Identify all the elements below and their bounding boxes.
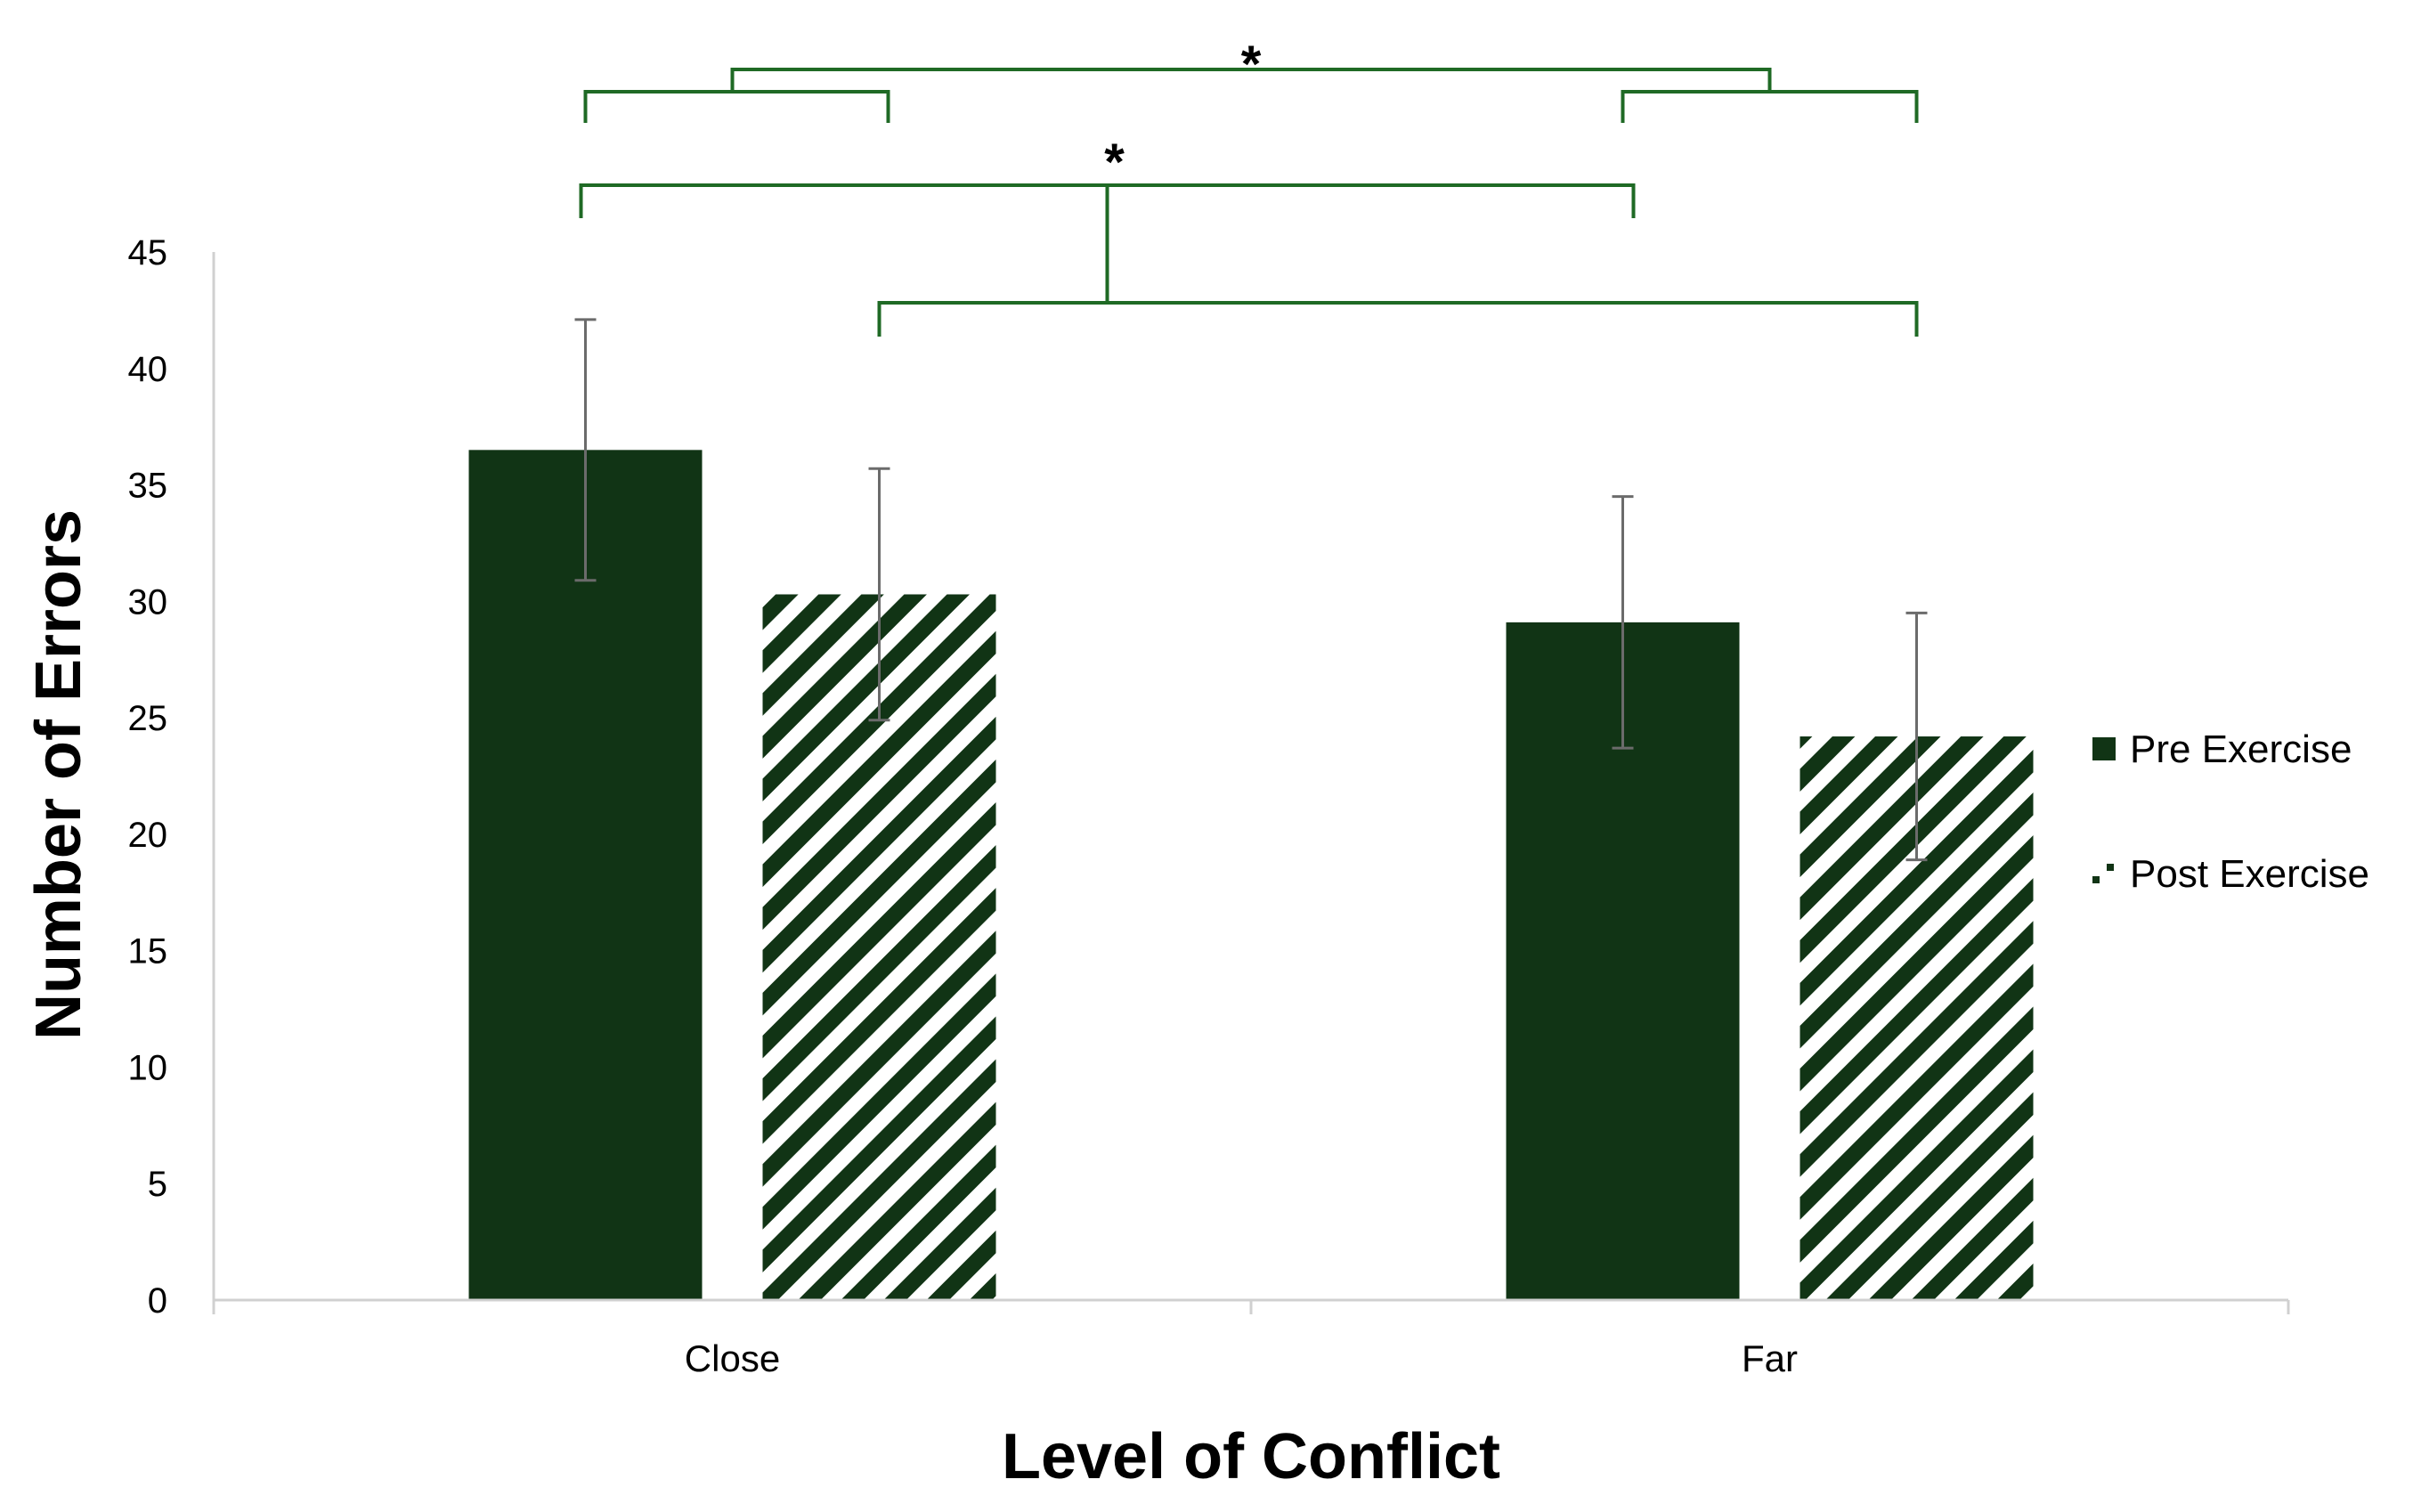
y-tick-label-10: 10 <box>128 1048 168 1087</box>
legend-swatch-post-stripe-2 <box>2107 864 2114 871</box>
legend-label-post: Post Exercise <box>2130 852 2369 896</box>
y-tick-label-5: 5 <box>148 1165 167 1204</box>
y-tick-label-25: 25 <box>128 699 168 738</box>
bracket-far-group <box>1621 90 1919 123</box>
y-tick-label-40: 40 <box>128 350 168 389</box>
y-axis-title: Number of Errors <box>23 509 94 1040</box>
y-tick-label-20: 20 <box>128 816 168 855</box>
legend-swatch-post-stripe-1 <box>2092 876 2100 883</box>
y-tick-label-45: 45 <box>128 233 168 272</box>
x-category-label-close: Close <box>685 1337 780 1379</box>
y-tick-label-15: 15 <box>128 932 168 971</box>
y-tick-label-0: 0 <box>148 1281 167 1321</box>
x-axis-title: Level of Conflict <box>1002 1421 1500 1492</box>
legend-swatch-pre <box>2092 737 2116 760</box>
legend-swatch-post <box>2092 862 2116 885</box>
bracket-post-close-far <box>877 301 1919 337</box>
bracket-close-group <box>583 90 890 123</box>
bar-close-pre <box>468 450 703 1300</box>
y-tick-label-35: 35 <box>128 467 168 506</box>
significance-star-top: * <box>1241 36 1262 93</box>
bracket-close-vs-far <box>730 68 1772 92</box>
y-tick-label-30: 30 <box>128 582 168 622</box>
significance-star-middle: * <box>1104 134 1125 191</box>
legend-label-pre: Pre Exercise <box>2130 728 2352 771</box>
x-category-label-far: Far <box>1742 1337 1798 1379</box>
